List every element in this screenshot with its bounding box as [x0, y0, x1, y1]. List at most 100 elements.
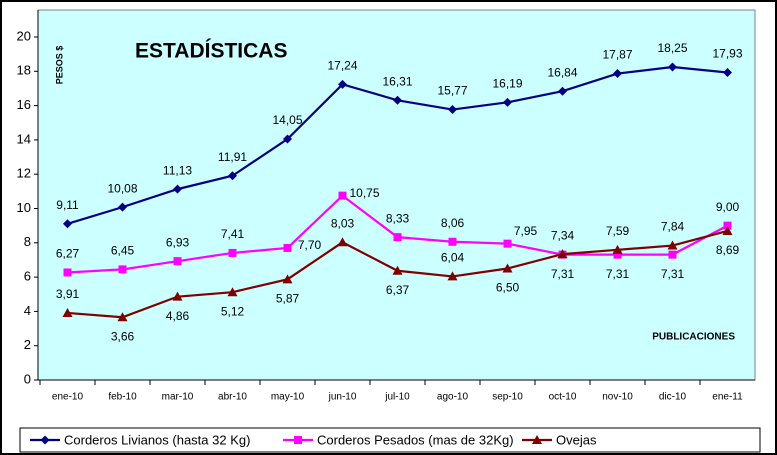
- marker: [173, 184, 182, 194]
- data-label: 5,87: [276, 292, 300, 306]
- x-tick-label: may-10: [271, 392, 305, 403]
- marker: [338, 191, 347, 200]
- y-tick-label: 16: [17, 97, 31, 112]
- data-label: 3,66: [111, 329, 135, 343]
- data-label: 7,31: [551, 267, 575, 281]
- data-label: 7,31: [661, 267, 685, 281]
- y-tick-label: 10: [17, 200, 31, 215]
- legend-label: Corderos Pesados (mas de 32Kg): [317, 432, 514, 447]
- marker: [448, 105, 457, 115]
- data-label: 6,45: [111, 244, 135, 258]
- x-tick-label: jun-10: [328, 392, 357, 403]
- marker: [117, 312, 128, 322]
- marker: [613, 69, 622, 79]
- data-label: 11,13: [163, 163, 192, 177]
- marker: [294, 436, 302, 444]
- data-label: 14,05: [272, 113, 302, 127]
- marker: [392, 265, 403, 275]
- x-tick-label: ene-10: [52, 392, 84, 403]
- x-tick-label: mar-10: [162, 392, 194, 403]
- y-tick-label: 2: [24, 337, 31, 352]
- marker: [723, 221, 732, 230]
- marker: [503, 97, 512, 107]
- marker: [283, 243, 292, 252]
- marker: [63, 268, 72, 277]
- data-label: 6,04: [441, 251, 465, 265]
- data-label: 10,08: [107, 181, 137, 195]
- data-label: 16,84: [547, 65, 577, 79]
- data-label: 6,93: [166, 235, 190, 249]
- data-label: 8,33: [386, 211, 410, 225]
- marker: [532, 435, 542, 444]
- marker: [393, 233, 402, 242]
- marker: [338, 79, 347, 89]
- x-tick-label: ago-10: [437, 392, 469, 403]
- y-tick-label: 4: [24, 303, 31, 318]
- marker: [667, 240, 678, 250]
- data-label: 8,03: [331, 216, 355, 230]
- marker: [228, 248, 237, 257]
- data-label: 6,27: [56, 247, 80, 261]
- data-label: 17,87: [602, 48, 632, 62]
- marker: [668, 62, 677, 72]
- annotation: PUBLICACIONES: [652, 332, 735, 343]
- legend-label: Ovejas: [556, 432, 597, 447]
- marker: [282, 274, 293, 284]
- marker: [63, 219, 72, 229]
- marker: [172, 291, 183, 301]
- plot-area: [37, 9, 756, 381]
- marker: [337, 237, 348, 247]
- y-tick-label: 18: [17, 63, 31, 78]
- data-label: 8,06: [441, 216, 465, 230]
- x-tick-label: jul-10: [384, 392, 410, 403]
- marker: [40, 435, 50, 445]
- data-label: 18,25: [657, 41, 687, 55]
- marker: [393, 95, 402, 105]
- marker: [227, 287, 238, 297]
- y-tick-label: 12: [17, 166, 31, 181]
- x-tick-label: feb-10: [108, 392, 137, 403]
- marker: [118, 265, 127, 274]
- data-label: 11,91: [218, 150, 247, 164]
- data-label: 6,37: [386, 283, 410, 297]
- x-tick-label: abr-10: [218, 392, 247, 403]
- data-label: 17,93: [712, 47, 742, 61]
- data-label: 7,34: [551, 228, 575, 242]
- data-label: 16,19: [492, 77, 522, 91]
- marker: [502, 263, 513, 273]
- legend-label: Corderos Livianos (hasta 32 Kg): [64, 432, 250, 447]
- y-tick-label: 0: [24, 371, 31, 386]
- marker: [722, 225, 733, 235]
- marker: [173, 257, 182, 266]
- legend: [19, 427, 761, 453]
- marker: [448, 237, 457, 246]
- marker: [283, 134, 292, 144]
- x-tick-label: oct-10: [549, 392, 577, 403]
- marker: [228, 171, 237, 181]
- marker: [447, 271, 458, 281]
- x-tick-label: dic-10: [659, 392, 687, 403]
- marker: [558, 86, 567, 96]
- data-label: 6,50: [496, 281, 520, 295]
- marker: [612, 244, 623, 254]
- data-label: 10,75: [349, 186, 379, 200]
- data-label: 16,31: [382, 74, 412, 88]
- data-label: 8,69: [716, 243, 740, 257]
- data-label: 15,77: [437, 84, 467, 98]
- data-label: 7,31: [606, 267, 630, 281]
- data-label: 17,24: [327, 59, 357, 73]
- data-label: 7,95: [514, 224, 538, 238]
- marker: [62, 307, 73, 317]
- marker: [118, 202, 127, 212]
- marker: [723, 68, 732, 78]
- data-label: 7,59: [606, 224, 630, 238]
- data-label: 7,41: [221, 227, 245, 241]
- x-tick-label: ene-11: [712, 392, 743, 403]
- y-tick-label: 8: [24, 234, 31, 249]
- x-tick-label: sep-10: [492, 392, 523, 403]
- data-label: 7,70: [298, 238, 322, 252]
- chart-title: ESTADÍSTICAS: [135, 40, 287, 63]
- data-label: 9,11: [56, 198, 79, 212]
